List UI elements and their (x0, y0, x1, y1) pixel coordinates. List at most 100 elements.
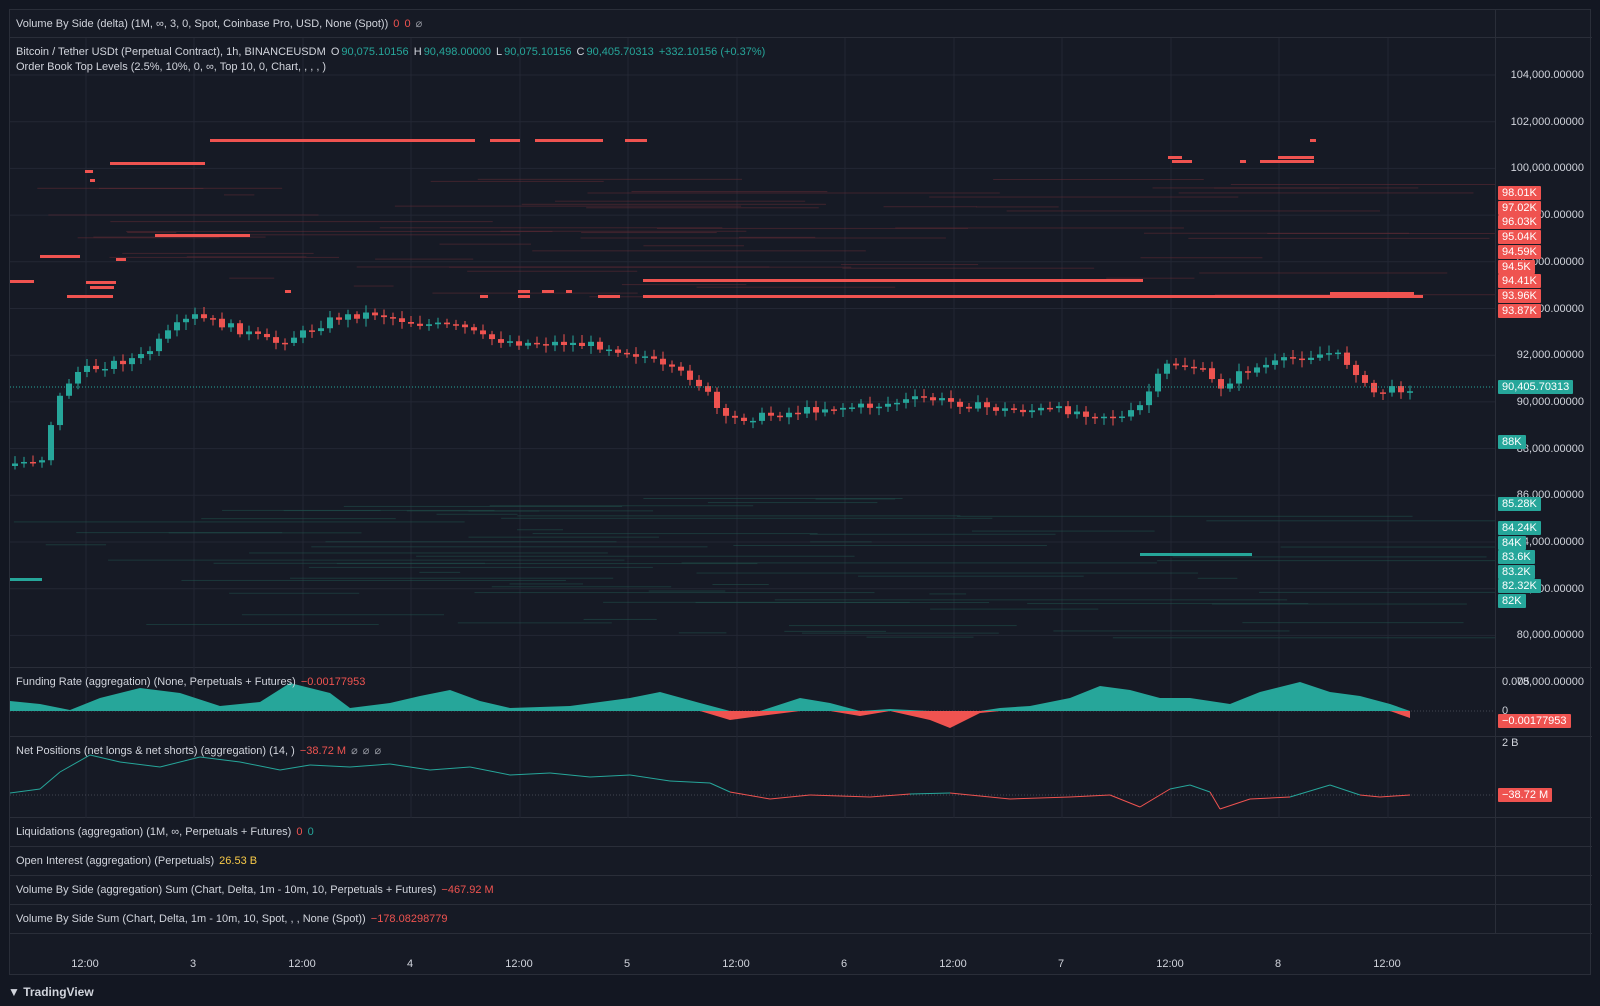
candle-body (939, 398, 945, 401)
candle-body (624, 352, 630, 355)
candle-body (390, 317, 396, 319)
ask-wall-bar (490, 139, 520, 142)
open-interest-pane[interactable]: Open Interest (aggregation) (Perpetuals)… (10, 847, 1495, 876)
net-positions-line (159, 756, 201, 768)
faint-bid-level (1112, 637, 1495, 639)
top-indicator-pane[interactable]: Volume By Side (delta) (1M, ∞, 3, 0, Spo… (10, 10, 1495, 38)
volume-side-sum-scale[interactable] (1495, 905, 1592, 934)
net-positions-line (89, 754, 121, 763)
faint-ask-level (840, 264, 979, 266)
candle-body (282, 342, 288, 345)
net-positions-line (629, 774, 671, 782)
candle-body (66, 383, 72, 396)
candle-body (1155, 373, 1161, 392)
faint-bid-level (774, 599, 1288, 601)
candle-body (300, 330, 306, 338)
time-axis[interactable] (10, 934, 1495, 976)
price-chart-svg[interactable] (10, 38, 1495, 668)
candle-body (183, 318, 189, 323)
price-axis-tick: 90,000.00000 (1516, 395, 1584, 408)
top-indicator-scale[interactable] (1495, 10, 1592, 38)
liquidations-value-2: 0 (307, 826, 314, 838)
candle-body (147, 351, 153, 355)
net-positions-s3: ⌀ (374, 745, 382, 757)
faint-bid-level (957, 515, 1413, 517)
volume-side-sum-pane[interactable]: Volume By Side Sum (Chart, Delta, 1m - 1… (10, 905, 1495, 934)
candle-body (1029, 410, 1035, 413)
liquidations-pane[interactable]: Liquidations (aggregation) (1M, ∞, Perpe… (10, 818, 1495, 847)
price-axis-tick: 104,000.00000 (1510, 69, 1584, 81)
chart-frame[interactable]: Volume By Side (delta) (1M, ∞, 3, 0, Spo… (9, 9, 1592, 976)
faint-bid-level (648, 590, 726, 592)
open-interest-scale[interactable] (1495, 847, 1592, 876)
net-positions-pane[interactable]: Net Positions (net longs & net shorts) (… (10, 737, 1495, 818)
candle-body (912, 396, 918, 400)
candle-body (579, 342, 585, 346)
candle-body (1389, 386, 1395, 393)
candle-body (174, 322, 180, 331)
faint-ask-level (110, 221, 493, 223)
ask-wall-bar (90, 179, 95, 182)
faint-bid-level (1280, 546, 1495, 548)
candle-body (471, 327, 477, 331)
net-positions-line (809, 794, 871, 798)
net-positions-line (119, 761, 161, 768)
symbol-name: Bitcoin / Tether USDt (Perpetual Contrac… (16, 46, 326, 58)
faint-ask-level (532, 250, 866, 252)
faint-ask-level (229, 277, 275, 279)
net-positions-s2: ⌀ (362, 745, 370, 757)
faint-ask-level (186, 256, 307, 258)
price-scale[interactable]: 104,000.00000 102,000.00000 100,000.00000 9… (1495, 38, 1592, 688)
candle-body (1011, 408, 1017, 410)
candle-body (408, 322, 414, 324)
faint-bid-level (468, 510, 540, 512)
faint-bid-level (308, 566, 653, 568)
time-axis-label: 12:00 (71, 958, 99, 970)
bid-level-tag: 82.32K (1498, 579, 1541, 593)
bid-level-tag: 88K (1498, 435, 1526, 449)
faint-ask-level (430, 180, 604, 182)
net-positions-line (669, 780, 711, 784)
faint-bid-level (583, 618, 657, 620)
net-positions-line (909, 792, 951, 795)
time-axis-label: 12:00 (939, 958, 967, 970)
tradingview-logo[interactable]: ▼ TradingView (8, 985, 94, 999)
bid-level-tag: 83.2K (1498, 565, 1535, 579)
net-positions-line (1209, 791, 1221, 810)
candle-body (498, 339, 504, 343)
net-positions-line (1379, 794, 1411, 798)
faint-ask-level (895, 227, 1184, 229)
candle-body (1020, 409, 1026, 413)
candle-body (633, 354, 639, 357)
faint-ask-level (93, 236, 266, 238)
volume-side-agg-scale[interactable] (1495, 876, 1592, 905)
candle-body (21, 461, 27, 464)
faint-bid-level (809, 533, 1056, 535)
liquidations-scale[interactable] (1495, 818, 1592, 847)
time-axis-label: 5 (623, 958, 631, 970)
ask-wall-bar (1330, 295, 1414, 298)
faint-ask-level (842, 267, 1095, 269)
candle-body (1245, 371, 1251, 373)
faint-bid-level (733, 544, 1047, 546)
price-axis-tick: 84,000.00000 (1516, 536, 1584, 548)
volume-side-agg-pane[interactable]: Volume By Side (aggregation) Sum (Chart,… (10, 876, 1495, 905)
candle-body (1191, 366, 1197, 369)
faint-bid-level (696, 572, 1199, 574)
ask-level-tag: 94.59K (1498, 244, 1541, 259)
net-positions-line (199, 756, 241, 763)
ask-wall-bar (480, 295, 488, 298)
ask-level-tag: 98.01K (1498, 186, 1541, 200)
funding-axis-top: 0.005 (1502, 676, 1530, 688)
net-positions-line (279, 764, 311, 771)
main-price-pane[interactable]: Bitcoin / Tether USDt (Perpetual Contrac… (10, 38, 1495, 668)
candle-body (1227, 383, 1233, 389)
net-positions-scale[interactable]: 2 B −38.72 M (1495, 737, 1592, 818)
faint-bid-level (201, 518, 396, 520)
candle-body (327, 317, 333, 329)
last-price-tag: 90,405.70313 (1498, 380, 1574, 394)
faint-bid-level (419, 571, 461, 573)
funding-pane[interactable]: Funding Rate (aggregation) (None, Perpet… (10, 668, 1495, 737)
top-indicator-value-2: 0 (404, 18, 411, 30)
funding-scale[interactable]: 0.005 0 −0.00177953 (1495, 668, 1592, 737)
